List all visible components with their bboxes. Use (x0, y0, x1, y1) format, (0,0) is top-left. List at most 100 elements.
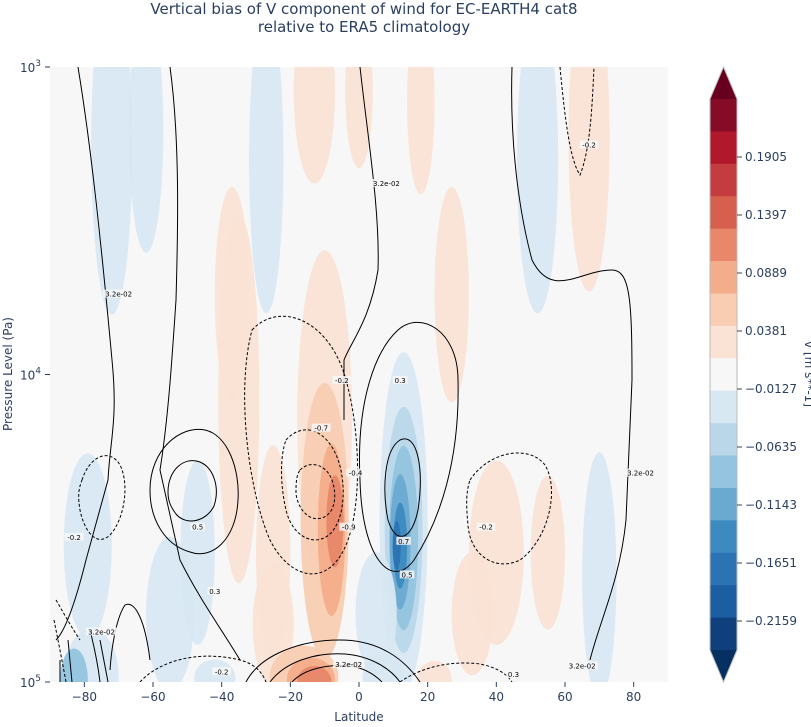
bias-region (417, 660, 452, 682)
colorbar-tick-label: 0.0889 (745, 266, 787, 280)
bias-region (63, 453, 112, 638)
x-tick-label: 60 (557, 690, 572, 704)
contour-label-bg (506, 670, 521, 679)
x-tick-label: −80 (72, 690, 97, 704)
contour-line (159, 67, 241, 661)
contour-label: -0.7 (314, 425, 328, 433)
contour-line (109, 603, 151, 671)
contour-label: -0.2 (215, 668, 229, 676)
contour-label: 3.2e-02 (627, 470, 654, 478)
plot-area: 3.2e-02 3.2e-02 -0.2 -0.2 -0.7 -0.4 0.3 3.2e-02… (50, 67, 668, 682)
bias-region (249, 67, 284, 314)
colorbar-tick-label: 0.1905 (745, 150, 787, 164)
contour-line (559, 67, 595, 177)
x-tick-label: 40 (489, 690, 504, 704)
negative-contour-layer (53, 67, 595, 682)
contour-line (244, 315, 359, 575)
colorbar-segment (710, 487, 737, 521)
y-axis-label: Pressure Level (Pa) (1, 317, 15, 431)
colorbar-label: v [m s**-1] (802, 341, 811, 407)
contour-label: -0.4 (349, 470, 363, 478)
colorbar-segment (710, 196, 737, 230)
colorbar-tick-label: 0.1397 (745, 208, 787, 222)
contour-label: 3.2e-02 (105, 291, 132, 299)
bias-region (516, 67, 559, 314)
bias-region (60, 648, 88, 682)
x-tick-label: 0 (355, 690, 363, 704)
contour-line (269, 653, 401, 682)
contour-label: 0.3 (395, 377, 406, 385)
colorbar-tick-label: 0.0381 (745, 324, 787, 338)
contour-line (466, 452, 552, 565)
contour-label: -0.2 (67, 534, 81, 542)
contour-label-bg (64, 532, 84, 541)
bias-region (326, 475, 344, 568)
contour-label-bg (399, 570, 415, 579)
contour-label-bg (579, 140, 599, 149)
bias-region (568, 67, 610, 292)
contour-line (281, 429, 344, 541)
contour-label-bg (392, 376, 408, 385)
contour-line (295, 464, 336, 520)
colorbar-segment (710, 325, 737, 359)
contour-label-bg (396, 536, 411, 545)
bias-region (530, 475, 565, 630)
bias-region (146, 536, 195, 682)
chart-subtitle: relative to ERA5 climatology (258, 18, 470, 36)
contour-line (343, 67, 379, 420)
contour-label: 0.7 (398, 538, 409, 546)
bias-region (218, 214, 260, 584)
bias-region (297, 665, 332, 682)
bias-region (582, 452, 617, 682)
contour-label-bg (333, 659, 365, 668)
contour-label: -0.9 (342, 524, 356, 532)
x-tick-label: 20 (420, 690, 435, 704)
contour-label-bg (476, 522, 496, 531)
colorbar-cap-top (710, 67, 737, 99)
contour-line (53, 599, 81, 682)
contour-label-bg (311, 423, 331, 432)
colorbar-segment (710, 99, 737, 132)
contour-label-bg (212, 667, 232, 676)
contour-label-bg (370, 178, 403, 187)
contour-label-bg (624, 468, 657, 477)
y-tick-label: 103 (20, 59, 41, 75)
colorbar-segment (710, 455, 737, 489)
colorbar-segment (710, 131, 737, 165)
bias-region (407, 67, 435, 195)
y-tick-label: 104 (20, 367, 41, 383)
bias-region (128, 67, 164, 253)
x-axis: −80 −60 −40 −20 0 20 40 60 80 (72, 682, 641, 704)
y-tick-label: 105 (20, 674, 41, 690)
bias-region (293, 67, 335, 184)
colorbar-segment (710, 423, 737, 457)
colorbar-segment (710, 552, 737, 586)
contour-label: 3.2e-02 (569, 662, 596, 670)
contour-line (245, 639, 421, 682)
colorbar-tick-label: −0.0635 (745, 440, 797, 454)
contour-line (59, 629, 109, 682)
bias-region (345, 67, 373, 169)
contour-label: 3.2e-02 (335, 661, 362, 669)
bias-fill-layer (60, 67, 617, 682)
contour-label-bg (190, 522, 205, 531)
contour-label: 0.5 (401, 571, 412, 579)
contour-layer (55, 67, 633, 682)
chart-title: Vertical bias of V component of wind for… (150, 0, 577, 18)
colorbar-segment (710, 585, 737, 619)
contour-label-bg (346, 468, 365, 477)
colorbar-segment (710, 520, 737, 554)
contour-labels: 3.2e-02 3.2e-02 -0.2 -0.2 -0.7 -0.4 0.3 3.2e-02… (64, 140, 657, 679)
colorbar-tick-label: −0.0127 (745, 382, 797, 396)
contour-line (511, 67, 633, 661)
bias-region (355, 552, 397, 676)
x-tick-label: −20 (278, 690, 303, 704)
contour-label-bg (102, 289, 135, 298)
bias-region (434, 187, 469, 403)
contour-line (149, 428, 239, 555)
contour-label-bg (566, 661, 598, 670)
colorbar: 0.1905 0.1397 0.0889 0.0381 −0.0127 −0.0635 −0… (709, 65, 797, 684)
colorbar-segment (710, 390, 737, 424)
colorbar-tick-label: −0.2159 (745, 614, 797, 628)
